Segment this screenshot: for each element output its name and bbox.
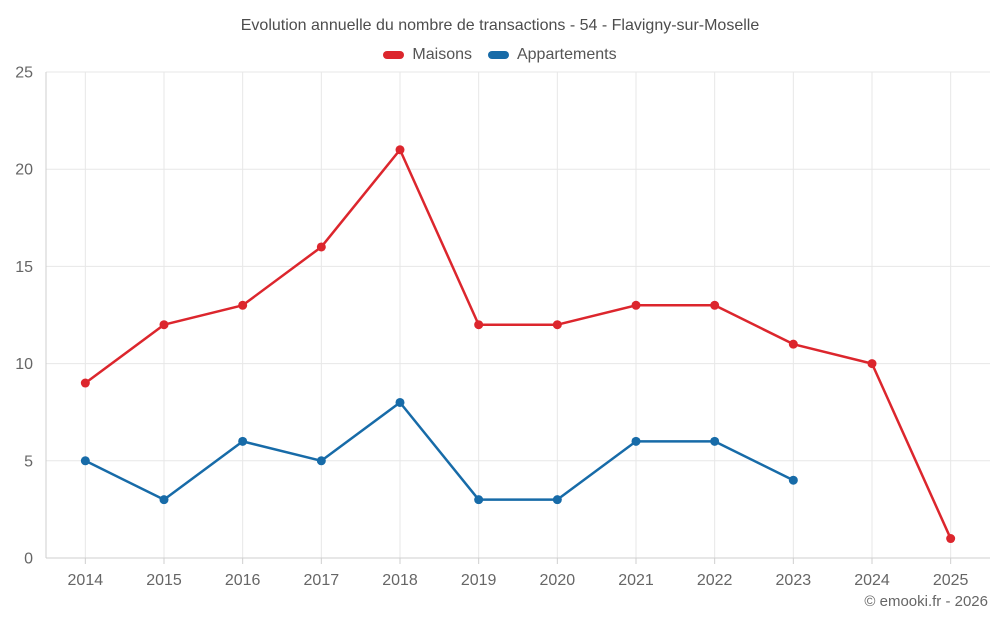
data-point-maisons[interactable] [395, 145, 405, 155]
legend-item-appartements[interactable]: Appartements [487, 46, 617, 64]
legend-item-maisons[interactable]: Maisons [383, 46, 472, 64]
data-point-appartements[interactable] [474, 495, 484, 505]
y-tick-label: 20 [15, 162, 33, 179]
y-tick-label: 15 [15, 259, 33, 276]
x-tick-label: 2018 [382, 572, 418, 589]
data-point-appartements[interactable] [631, 436, 641, 446]
data-point-maisons[interactable] [946, 534, 956, 544]
legend-swatch-appartements [487, 51, 509, 59]
data-point-appartements[interactable] [552, 495, 562, 505]
x-tick-label: 2014 [68, 572, 104, 589]
x-tick-label: 2019 [461, 572, 497, 589]
x-tick-label: 2020 [540, 572, 576, 589]
x-tick-label: 2024 [854, 572, 890, 589]
data-point-maisons[interactable] [474, 320, 484, 330]
data-point-appartements[interactable] [710, 436, 720, 446]
x-tick-label: 2023 [776, 572, 812, 589]
y-tick-label: 0 [24, 551, 33, 568]
x-tick-label: 2022 [697, 572, 733, 589]
x-tick-label: 2016 [225, 572, 261, 589]
data-point-maisons[interactable] [316, 242, 326, 252]
data-point-appartements[interactable] [80, 456, 90, 466]
data-point-appartements[interactable] [238, 436, 248, 446]
y-tick-label: 25 [15, 65, 33, 82]
data-point-appartements[interactable] [788, 475, 798, 485]
x-tick-label: 2025 [933, 572, 969, 589]
data-point-maisons[interactable] [238, 300, 248, 310]
legend-label-maisons: Maisons [412, 46, 472, 63]
legend-label-appartements: Appartements [516, 46, 617, 63]
footer-credit: © emooki.fr - 2026 [864, 593, 988, 610]
data-point-maisons[interactable] [552, 320, 562, 330]
y-tick-label: 10 [15, 356, 33, 373]
data-point-maisons[interactable] [788, 339, 798, 349]
data-point-appartements[interactable] [395, 397, 405, 407]
data-point-appartements[interactable] [159, 495, 169, 505]
legend-swatch-maisons [383, 51, 405, 59]
data-point-maisons[interactable] [710, 300, 720, 310]
x-tick-label: 2021 [618, 572, 654, 589]
data-point-maisons[interactable] [867, 359, 877, 369]
y-tick-label: 5 [24, 453, 33, 470]
data-point-maisons[interactable] [159, 320, 169, 330]
chart-title: Evolution annuelle du nombre de transact… [240, 17, 760, 34]
chart-legend: Maisons Appartements [0, 46, 1000, 64]
series-line-appartements [84, 401, 795, 501]
data-point-maisons[interactable] [80, 378, 90, 388]
series-line-maisons [84, 148, 952, 540]
x-tick-label: 2017 [304, 572, 340, 589]
data-point-appartements[interactable] [316, 456, 326, 466]
x-tick-label: 2015 [146, 572, 182, 589]
data-point-maisons[interactable] [631, 300, 641, 310]
